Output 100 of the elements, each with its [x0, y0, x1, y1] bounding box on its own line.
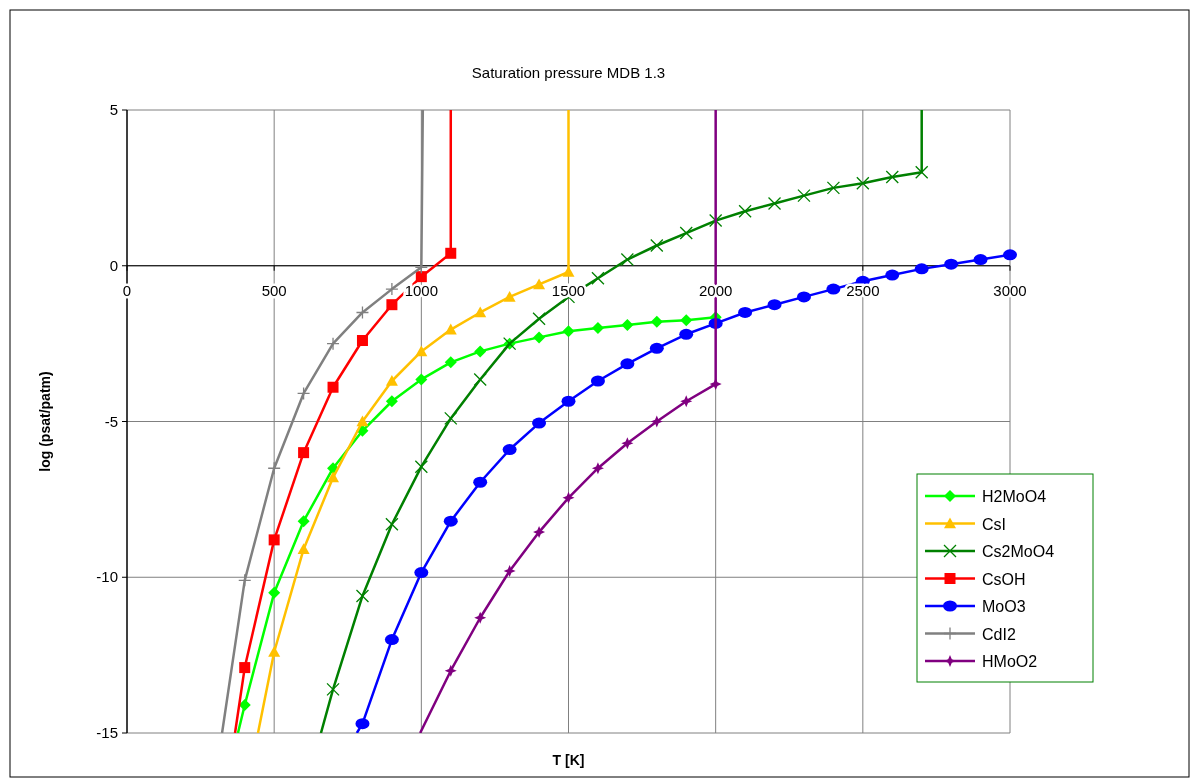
point	[591, 462, 604, 475]
point	[415, 271, 427, 283]
point	[474, 345, 487, 358]
x-tick-label: 1000	[404, 281, 439, 299]
point	[738, 204, 752, 218]
point	[533, 526, 546, 539]
point	[679, 328, 694, 340]
point	[385, 517, 399, 531]
point	[561, 395, 576, 407]
point	[445, 247, 457, 259]
point	[355, 718, 370, 730]
point	[591, 322, 604, 335]
y-tick-label: -15	[96, 724, 118, 741]
point	[503, 565, 516, 578]
y-tick-label: -5	[104, 412, 118, 430]
point	[532, 417, 547, 429]
point	[533, 331, 546, 344]
point	[298, 447, 310, 459]
point	[533, 278, 546, 290]
legend-label: CdI2	[982, 625, 1016, 643]
point	[826, 283, 841, 295]
point	[268, 534, 280, 546]
point	[680, 314, 693, 327]
point	[327, 471, 340, 483]
point	[414, 460, 428, 474]
point	[385, 395, 398, 408]
point	[767, 299, 782, 311]
point	[355, 305, 370, 320]
point	[415, 345, 428, 357]
point	[474, 306, 487, 318]
point	[709, 213, 723, 228]
point	[444, 356, 457, 369]
point	[1003, 249, 1017, 261]
point	[415, 373, 428, 386]
point	[502, 444, 517, 456]
point	[944, 258, 959, 270]
point	[650, 415, 663, 428]
point	[621, 318, 634, 331]
point	[885, 269, 900, 281]
point	[444, 664, 457, 677]
y-tick-label: 5	[109, 101, 118, 118]
x-tick-label: 3000	[993, 281, 1027, 299]
point	[826, 181, 841, 195]
point	[562, 325, 575, 338]
point	[738, 306, 753, 318]
point	[239, 662, 251, 674]
x-axis-title: T [K]	[552, 752, 585, 768]
point	[679, 226, 693, 240]
point	[856, 176, 870, 190]
point	[297, 515, 310, 528]
point	[356, 335, 368, 347]
point	[268, 586, 281, 599]
point	[767, 196, 782, 211]
point	[503, 290, 516, 302]
point	[680, 395, 693, 408]
point	[297, 543, 310, 555]
point	[796, 291, 811, 303]
point	[562, 491, 575, 504]
point	[326, 682, 340, 697]
point	[473, 476, 488, 488]
chart-title: Saturation pressure MDB 1.3	[471, 64, 666, 81]
point	[532, 312, 546, 326]
point	[474, 611, 487, 624]
point	[650, 315, 663, 328]
point	[591, 271, 605, 285]
point	[385, 282, 399, 296]
point	[885, 170, 899, 184]
point	[444, 411, 458, 426]
point	[590, 375, 605, 387]
legend-label: CsI	[982, 515, 1006, 533]
point	[620, 252, 635, 267]
y-axis-title: log (psat/patm)	[37, 371, 53, 472]
point	[443, 515, 458, 527]
point	[268, 646, 281, 657]
x-tick-label: 500	[261, 281, 287, 299]
point	[621, 437, 634, 450]
legend-label: HMoO2	[982, 653, 1038, 670]
point	[327, 381, 339, 393]
point	[444, 323, 457, 335]
x-tick-label: 2500	[846, 281, 880, 299]
point	[385, 375, 398, 386]
legend-label: CsOH	[982, 570, 1026, 588]
point	[414, 567, 429, 579]
point	[709, 378, 722, 391]
point	[915, 165, 929, 179]
point	[386, 299, 398, 311]
y-tick-label: 0	[109, 256, 118, 274]
point	[326, 336, 340, 351]
point	[356, 415, 369, 427]
legend-label: MoO3	[982, 598, 1026, 615]
legend-label: Cs2MoO4	[982, 543, 1055, 560]
point	[296, 386, 311, 401]
point	[797, 189, 811, 203]
point	[650, 238, 664, 253]
point	[649, 342, 664, 354]
point	[384, 634, 399, 646]
point	[355, 589, 370, 603]
point	[267, 461, 281, 475]
legend-label: H2MoO4	[982, 488, 1047, 505]
y-tick-label: -10	[96, 568, 118, 586]
